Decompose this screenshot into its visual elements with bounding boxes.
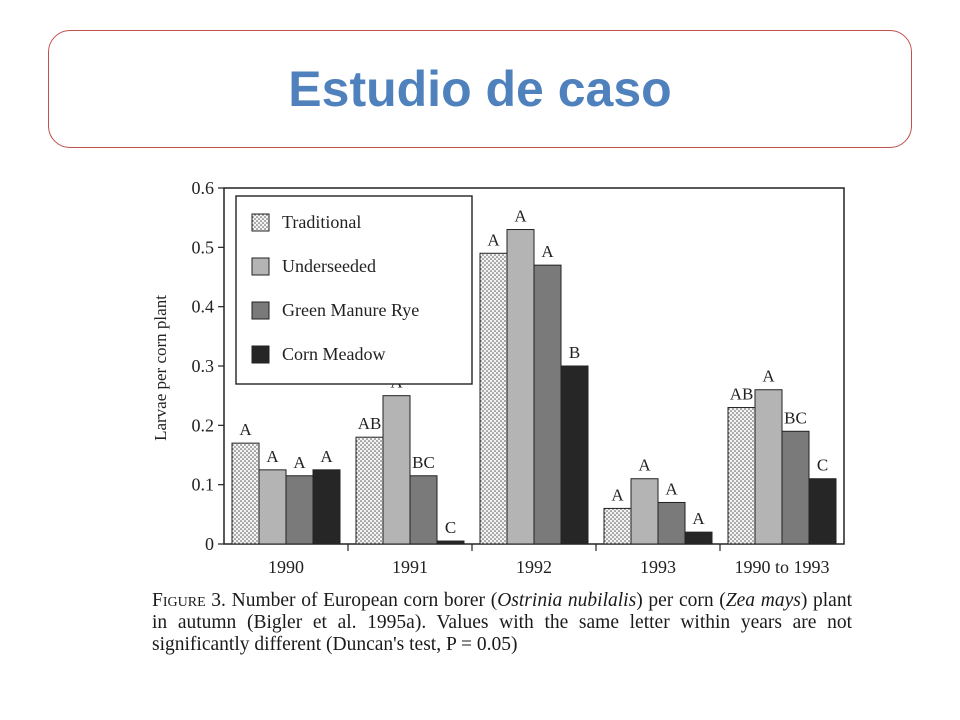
y-tick-label: 0 — [205, 534, 214, 554]
legend-label: Traditional — [282, 212, 361, 232]
bar-underseeded — [506, 229, 535, 545]
slide-title: Estudio de caso — [288, 61, 672, 117]
caption-text-2: ) per corn ( — [636, 590, 726, 611]
y-tick-label: 0.5 — [192, 237, 215, 257]
bar-green-manure-rye — [285, 475, 314, 545]
legend-swatch — [251, 345, 270, 364]
significance-letter: AB — [358, 414, 382, 433]
legend-box — [235, 195, 473, 385]
legend-swatch — [251, 213, 270, 232]
significance-letter: A — [638, 456, 651, 475]
bar-traditional — [479, 252, 508, 545]
caption-lead: Figure 3. — [152, 590, 226, 611]
y-tick-label: 0.1 — [192, 475, 215, 495]
significance-letter: A — [239, 420, 252, 439]
bar-corn-meadow — [560, 365, 589, 545]
bar-chart: 00.10.20.30.40.50.61990AAAA1991ABABCC199… — [151, 178, 845, 577]
bar-corn-meadow — [312, 469, 341, 545]
figure-caption: Figure 3. Number of European corn borer … — [152, 590, 852, 656]
significance-letter: BC — [412, 453, 435, 472]
x-tick-label: 1990 — [268, 557, 304, 577]
bar-underseeded — [258, 469, 287, 545]
significance-letter: A — [665, 479, 678, 498]
bar-traditional — [727, 407, 756, 545]
caption-species-2: Zea mays — [725, 590, 801, 611]
significance-letter: B — [569, 343, 580, 362]
bar-underseeded — [630, 478, 659, 545]
bar-green-manure-rye — [533, 264, 562, 545]
x-tick-label: 1991 — [392, 557, 428, 577]
significance-letter: A — [762, 367, 775, 386]
legend-label: Underseeded — [282, 256, 376, 276]
title-box: Estudio de caso — [48, 30, 912, 148]
significance-letter: A — [514, 207, 527, 226]
significance-letter: AB — [730, 385, 754, 404]
y-axis-label: Larvae per corn plant — [151, 295, 170, 441]
caption-text-1: Number of European corn borer ( — [225, 590, 498, 611]
bar-traditional — [355, 436, 384, 545]
bar-corn-meadow — [684, 531, 713, 545]
significance-letter: A — [692, 509, 705, 528]
significance-letter: A — [293, 453, 306, 472]
y-tick-label: 0.2 — [192, 415, 215, 435]
bar-corn-meadow — [808, 478, 837, 545]
bar-green-manure-rye — [409, 475, 438, 545]
x-tick-label: 1993 — [640, 557, 676, 577]
significance-letter: A — [320, 447, 333, 466]
y-tick-label: 0.6 — [192, 178, 215, 198]
significance-letter: A — [487, 230, 500, 249]
bar-underseeded — [754, 389, 783, 545]
y-tick-label: 0.3 — [192, 356, 215, 376]
significance-letter: A — [611, 485, 624, 504]
bar-corn-meadow — [436, 540, 465, 545]
legend-swatch — [251, 301, 270, 320]
caption-species-1: Ostrinia nubilalis — [497, 590, 637, 611]
caption-text-3: ) plant in autumn (Bigler et al. 1995a).… — [152, 590, 852, 655]
x-tick-label: 1990 to 1993 — [734, 557, 829, 577]
bar-traditional — [603, 507, 632, 545]
y-tick-label: 0.4 — [192, 297, 215, 317]
bar-green-manure-rye — [657, 501, 686, 545]
significance-letter: BC — [784, 408, 807, 427]
legend-label: Corn Meadow — [282, 344, 385, 364]
legend-swatch — [251, 257, 270, 276]
bar-green-manure-rye — [781, 430, 810, 545]
significance-letter: C — [817, 456, 828, 475]
significance-letter: A — [266, 447, 279, 466]
bar-traditional — [231, 442, 260, 545]
significance-letter: C — [445, 518, 456, 537]
bar-underseeded — [382, 395, 411, 545]
x-tick-label: 1992 — [516, 557, 552, 577]
legend-label: Green Manure Rye — [282, 300, 419, 320]
significance-letter: A — [541, 242, 554, 261]
